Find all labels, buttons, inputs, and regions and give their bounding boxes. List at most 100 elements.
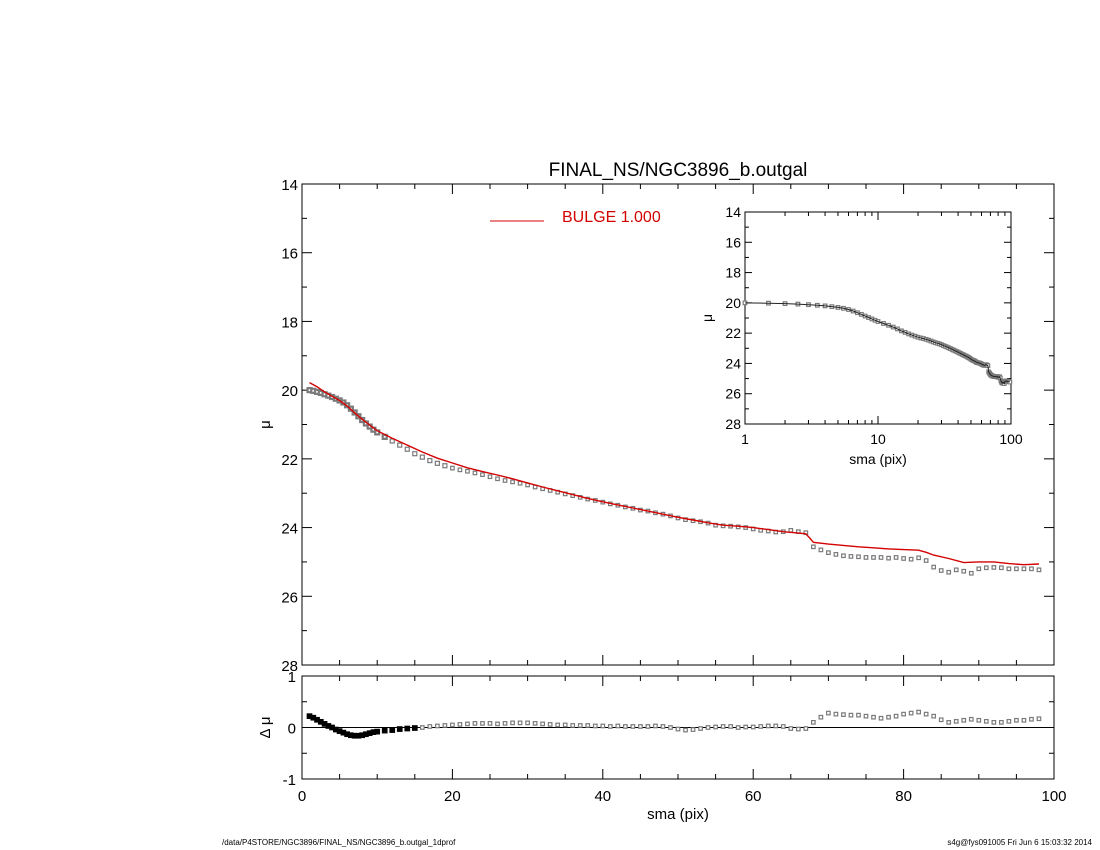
residual-point [833,711,839,717]
inset-x-tick-label: 100 [999,431,1023,447]
residual-point [818,714,824,720]
x-tick-label: 80 [895,788,912,805]
residual-point [856,712,861,718]
data-point [450,465,455,471]
residual-point [411,725,418,731]
data-point [434,460,440,466]
main-y-axis-label: μ [257,420,274,429]
residual-point [795,726,801,732]
residual-point [450,722,455,728]
inset-y-tick-label: 16 [725,234,741,250]
residual-point [780,724,786,729]
chart-title: FINAL_NS/NGC3896_b.outgal [549,160,808,181]
residual-point [841,712,846,717]
footer-file-path: /data/P4STORE/NGC3896/FINAL_NS/NGC3896_b… [222,838,456,847]
x-tick-label: 20 [444,788,461,805]
residual-point [419,725,425,730]
main-y-tick-label: 16 [281,246,298,263]
residual-point [968,716,974,722]
residual-point [683,727,688,733]
data-point [983,565,989,571]
main-y-tick-label: 14 [281,177,298,194]
x-axis-label: sma (pix) [647,806,709,823]
inset-y-tick-label: 26 [725,386,741,402]
x-tick-label: 0 [298,788,306,805]
inset-x-axis-label: sma (pix) [849,451,907,467]
residual-point [758,724,764,729]
inset-y-axis-label: μ [699,314,715,322]
residual-point [916,709,921,715]
data-point [901,556,906,561]
data-point [811,544,816,550]
residual-point [607,724,613,729]
data-point [419,454,425,460]
residual-point [615,723,621,729]
residual-y-tick-label: 1 [288,669,296,686]
residual-point [953,718,959,724]
data-point [1021,566,1027,572]
residual-point [803,726,809,731]
residual-point [404,725,411,732]
residual-point [381,727,388,734]
residual-point [923,711,929,717]
residual-point [773,723,779,729]
residual-point [487,721,493,726]
residual-point [510,720,515,726]
inset-x-tick-label: 10 [870,431,886,447]
data-point [510,479,515,485]
residual-point [999,719,1004,725]
data-point [863,555,869,560]
footer-timestamp: s4g@fys091005 Fri Jun 6 15:03:32 2014 [947,838,1092,847]
residual-point [811,719,816,725]
data-point [427,457,433,464]
data-point [397,442,403,448]
bulge-model-line [309,381,1040,566]
residual-point [1021,717,1027,723]
data-point [412,451,418,457]
residual-point [660,724,666,729]
data-point [818,547,824,553]
residual-point [901,711,906,717]
residual-point [570,723,576,728]
residual-point [893,713,899,719]
residual-point [946,719,952,725]
residual-point [1006,718,1012,724]
inset-y-tick-label: 22 [725,325,741,341]
data-point [931,564,937,570]
residual-point [720,724,726,729]
residual-point [472,721,478,726]
residual-point [547,722,553,727]
residual-point [653,723,658,729]
data-point [502,478,508,483]
residual-y-tick-label: -1 [283,772,296,789]
inset-y-tick-label: 24 [725,355,741,371]
data-point [916,555,921,561]
residual-point [878,715,884,721]
data-point [465,468,470,474]
data-point [442,463,448,469]
main-y-tick-label: 20 [281,383,298,400]
data-point [953,567,959,573]
data-point [976,566,982,572]
data-point [848,554,854,559]
data-point [968,570,974,576]
inset-y-tick-label: 18 [725,265,741,281]
residual-point [592,723,598,729]
residual-point [517,720,523,726]
main-y-tick-label: 26 [281,589,298,606]
main-y-tick-label: 24 [281,521,298,538]
residual-point [1029,716,1034,722]
residual-point [976,717,982,723]
residual-y-axis-label: Δ μ [257,716,274,738]
residual-point [991,719,997,725]
residual-point [908,710,914,716]
residual-point [938,717,944,723]
residual-point [374,728,381,735]
residual-point [668,725,673,730]
residual-point [457,722,463,727]
residual-point [750,724,756,730]
residual-point [630,724,636,729]
data-point [517,480,523,486]
data-point [404,446,410,452]
